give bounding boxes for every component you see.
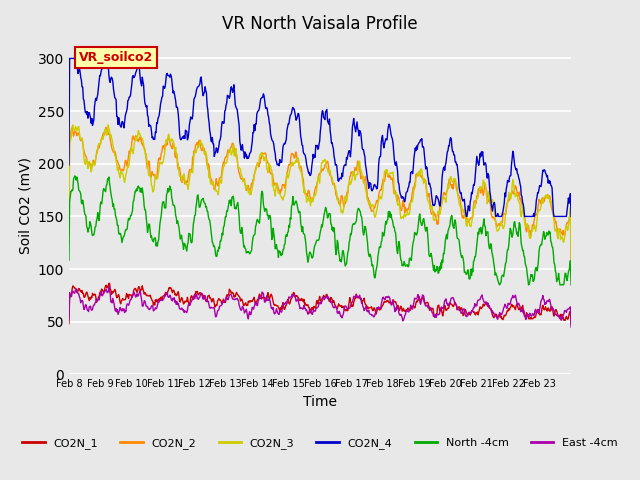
East -4cm	[372, 307, 380, 313]
CO2N_2	[372, 201, 380, 206]
North -4cm	[496, 282, 504, 288]
CO2N_1	[242, 300, 250, 306]
CO2N_4	[567, 214, 575, 219]
CO2N_1	[372, 312, 380, 317]
East -4cm	[105, 284, 113, 289]
CO2N_1	[105, 280, 113, 286]
CO2N_3	[217, 180, 225, 185]
Line: CO2N_1: CO2N_1	[69, 283, 571, 324]
North -4cm	[217, 239, 225, 244]
Line: CO2N_2: CO2N_2	[69, 127, 571, 264]
CO2N_2	[217, 174, 225, 180]
East -4cm	[242, 308, 250, 314]
North -4cm	[567, 282, 575, 288]
CO2N_4	[463, 214, 470, 219]
CO2N_4	[261, 97, 269, 103]
Line: East -4cm: East -4cm	[69, 287, 571, 327]
CO2N_2	[65, 215, 73, 220]
CO2N_3	[372, 211, 380, 217]
North -4cm	[372, 268, 380, 274]
Line: North -4cm: North -4cm	[69, 176, 571, 285]
CO2N_2	[567, 261, 575, 267]
North -4cm	[71, 173, 79, 179]
X-axis label: Time: Time	[303, 395, 337, 409]
CO2N_1	[217, 298, 225, 303]
Line: CO2N_3: CO2N_3	[69, 125, 571, 259]
East -4cm	[65, 316, 73, 322]
North -4cm	[242, 246, 250, 252]
North -4cm	[261, 208, 269, 214]
CO2N_1	[65, 321, 73, 326]
Text: VR_soilco2: VR_soilco2	[79, 51, 153, 64]
North -4cm	[400, 259, 408, 264]
CO2N_2	[102, 124, 110, 130]
CO2N_4	[400, 198, 408, 204]
East -4cm	[567, 324, 575, 330]
East -4cm	[400, 315, 408, 321]
North -4cm	[125, 216, 132, 221]
CO2N_4	[372, 184, 380, 190]
CO2N_3	[567, 256, 575, 262]
CO2N_2	[242, 182, 250, 188]
Title: VR North Vaisala Profile: VR North Vaisala Profile	[222, 15, 418, 33]
CO2N_2	[125, 153, 132, 159]
CO2N_4	[66, 56, 74, 61]
CO2N_4	[217, 133, 225, 139]
North -4cm	[65, 257, 73, 263]
Y-axis label: Soil CO2 (mV): Soil CO2 (mV)	[18, 157, 32, 254]
CO2N_1	[567, 321, 575, 327]
CO2N_2	[261, 150, 269, 156]
Line: CO2N_4: CO2N_4	[69, 59, 571, 216]
East -4cm	[217, 303, 225, 309]
CO2N_3	[65, 218, 73, 224]
CO2N_3	[242, 186, 250, 192]
CO2N_3	[104, 122, 112, 128]
CO2N_4	[242, 153, 250, 159]
CO2N_4	[65, 162, 73, 168]
CO2N_3	[261, 155, 269, 160]
CO2N_2	[400, 201, 408, 207]
CO2N_1	[400, 308, 408, 314]
CO2N_4	[125, 97, 132, 103]
CO2N_3	[125, 164, 132, 170]
Legend: CO2N_1, CO2N_2, CO2N_3, CO2N_4, North -4cm, East -4cm: CO2N_1, CO2N_2, CO2N_3, CO2N_4, North -4…	[18, 433, 622, 453]
CO2N_3	[400, 211, 408, 217]
East -4cm	[125, 302, 132, 308]
East -4cm	[261, 299, 269, 305]
CO2N_1	[125, 296, 132, 301]
CO2N_1	[261, 295, 269, 300]
